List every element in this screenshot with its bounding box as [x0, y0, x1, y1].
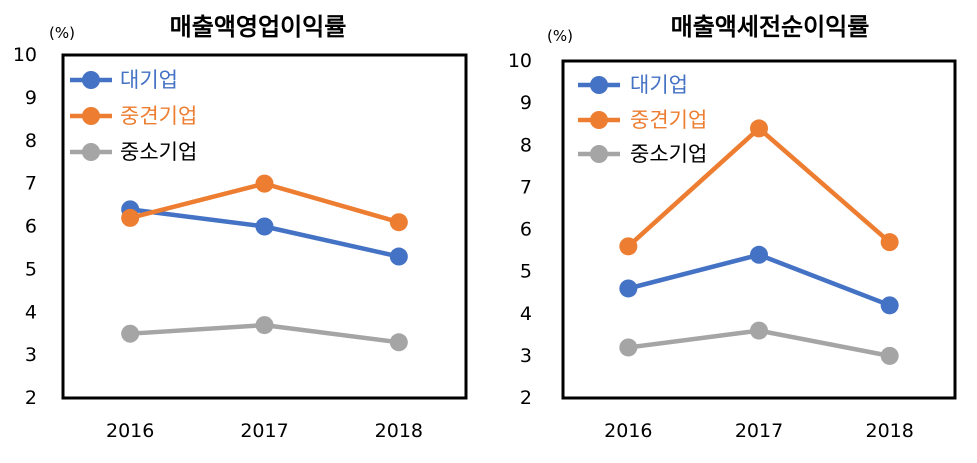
y-tick-label: 9: [520, 92, 532, 114]
legend-swatch-marker: [590, 76, 608, 94]
y-axis-unit-label: (%): [49, 24, 75, 42]
y-tick-label: 9: [25, 87, 37, 109]
x-tick-label: 2018: [375, 420, 423, 442]
legend-swatch-marker: [82, 107, 100, 125]
series-2-point: [880, 233, 899, 252]
y-tick-label: 6: [25, 216, 37, 238]
y-tick-label: 10: [13, 44, 37, 66]
legend-label: 대기업: [630, 73, 688, 97]
legend-label: 중소기업: [120, 140, 197, 164]
series-3-point: [619, 338, 638, 357]
series-1: [619, 245, 899, 315]
legend-swatch-marker: [590, 145, 608, 163]
pretax-net-profit-margin-chart: 매출액세전순이익률 (%) 2 3 4 5 6 7 8 9 10 2016 2017 2018 대기업중견기…: [508, 13, 957, 442]
series-2: [619, 119, 899, 256]
y-tick-label: 5: [520, 261, 532, 283]
legend-entry: 중소기업: [578, 142, 707, 166]
operating-profit-margin-chart: 매출액영업이익률 (%) 2 3 4 5 6 7 8 9 10 2016 2017 2018 대기업중견기업…: [13, 13, 468, 442]
series-3-point: [389, 333, 408, 352]
series-2-point: [121, 208, 140, 227]
x-tick-label: 2016: [106, 420, 154, 442]
legend-entry: 중소기업: [70, 140, 197, 164]
series-1-point: [750, 245, 768, 264]
y-axis-unit-label: (%): [547, 27, 573, 45]
y-tick-label: 10: [508, 50, 532, 72]
series-1-point: [255, 217, 274, 236]
x-tick-label: 2016: [604, 420, 652, 442]
legend-entry: 중견기업: [578, 108, 707, 132]
y-tick-label: 7: [25, 173, 37, 195]
y-tick-label: 4: [520, 303, 532, 325]
series-3: [121, 316, 408, 352]
y-tick-label: 8: [25, 130, 37, 152]
legend-swatch-marker: [82, 71, 100, 89]
series-3-point: [255, 316, 274, 335]
series-2: [121, 174, 408, 232]
legend-entry: 대기업: [70, 68, 178, 92]
legend-swatch-marker: [82, 143, 100, 161]
chart-title: 매출액세전순이익률: [671, 13, 870, 41]
legend-label: 중소기업: [630, 142, 707, 166]
series-3-point: [750, 321, 768, 340]
y-tick-label: 3: [520, 345, 532, 367]
series-2-point: [619, 237, 638, 256]
series-3-point: [121, 324, 140, 343]
series-1-point: [619, 279, 638, 298]
series-1-point: [389, 247, 408, 266]
y-tick-label: 3: [25, 344, 37, 366]
legend-entry: 중견기업: [70, 104, 197, 128]
series-2-point: [389, 213, 408, 232]
series-1-point: [880, 296, 899, 315]
x-tick-label: 2017: [735, 420, 783, 442]
y-tick-label: 5: [25, 258, 37, 280]
legend-label: 중견기업: [630, 108, 707, 132]
chart-title: 매출액영업이익률: [170, 13, 347, 41]
legend-label: 대기업: [120, 68, 178, 92]
series-3: [619, 321, 899, 365]
y-tick-label: 8: [520, 134, 532, 156]
legend-entry: 대기업: [578, 73, 688, 97]
x-tick-label: 2018: [865, 420, 913, 442]
y-tick-label: 2: [520, 387, 532, 409]
y-tick-label: 2: [25, 387, 37, 409]
y-tick-label: 6: [520, 219, 532, 241]
series-2-point: [255, 174, 274, 193]
y-tick-label: 4: [25, 301, 37, 323]
y-tick-label: 7: [520, 176, 532, 198]
series-3-point: [880, 346, 899, 365]
x-tick-label: 2017: [240, 420, 288, 442]
legend-swatch-marker: [590, 111, 608, 129]
series-2-point: [750, 119, 768, 138]
legend-label: 중견기업: [120, 104, 197, 128]
